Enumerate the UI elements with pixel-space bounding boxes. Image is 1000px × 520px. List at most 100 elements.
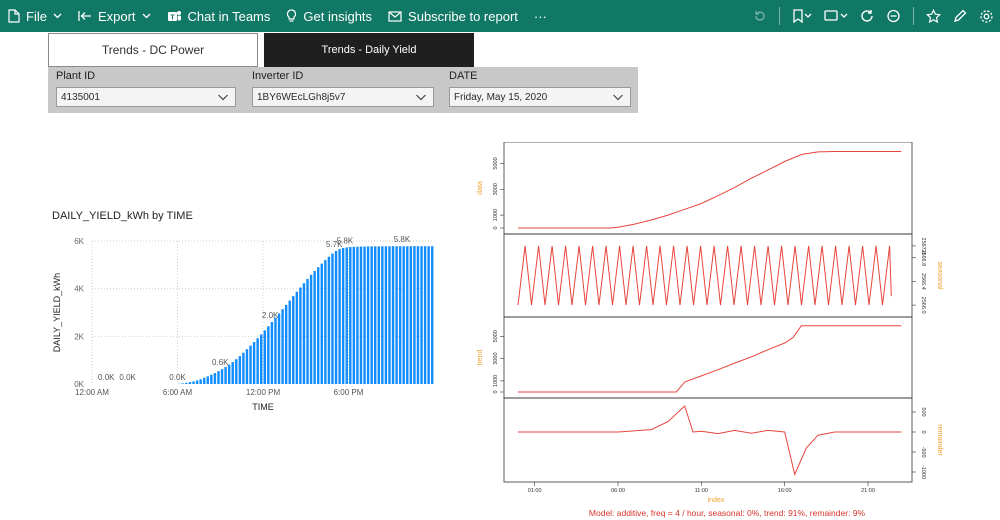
y-tick-label: 3000 <box>493 183 499 195</box>
bar[interactable] <box>220 369 224 384</box>
bar[interactable] <box>299 287 302 384</box>
x-tick-label: 11:00 <box>695 488 708 494</box>
bar[interactable] <box>252 342 256 384</box>
bar[interactable] <box>284 304 288 384</box>
bar[interactable] <box>213 373 217 384</box>
bar[interactable] <box>306 278 309 384</box>
bar[interactable] <box>206 376 209 384</box>
bar[interactable] <box>270 322 274 384</box>
bar[interactable] <box>381 246 384 384</box>
bar[interactable] <box>345 247 348 384</box>
bar[interactable] <box>210 374 213 384</box>
bar[interactable] <box>277 313 281 384</box>
bar[interactable] <box>363 246 366 384</box>
reset-icon[interactable] <box>747 0 773 32</box>
bar[interactable] <box>324 260 327 384</box>
data-label: 0.6K <box>212 358 229 367</box>
star-icon[interactable] <box>920 0 947 32</box>
bar[interactable] <box>331 253 334 384</box>
bar[interactable] <box>388 246 391 384</box>
bar[interactable] <box>352 246 356 384</box>
bar[interactable] <box>302 283 306 384</box>
bar[interactable] <box>231 362 234 384</box>
comment-icon[interactable] <box>880 0 907 32</box>
y-tick-label: 1000 <box>493 209 499 221</box>
bar[interactable] <box>406 246 409 384</box>
bar[interactable] <box>281 309 284 384</box>
bar[interactable] <box>242 352 245 384</box>
bar[interactable] <box>309 274 313 384</box>
edit-icon[interactable] <box>947 0 973 32</box>
bar[interactable] <box>370 246 373 384</box>
bar[interactable] <box>256 338 259 384</box>
bar[interactable] <box>395 246 398 384</box>
bar[interactable] <box>245 349 249 384</box>
bar[interactable] <box>224 367 227 384</box>
bar[interactable] <box>341 247 345 384</box>
bar[interactable] <box>423 246 427 384</box>
bar[interactable] <box>195 380 199 384</box>
tab-trends-dc-power[interactable]: Trends - DC Power <box>48 33 258 67</box>
bar[interactable] <box>374 246 377 384</box>
settings-icon[interactable] <box>973 0 1000 32</box>
export-label: Export <box>97 8 136 24</box>
more-options-button[interactable]: ··· <box>526 0 555 32</box>
plant-id-dropdown[interactable]: 4135001 <box>56 87 236 107</box>
bar[interactable] <box>327 256 331 384</box>
tab-trends-daily-yield[interactable]: Trends - Daily Yield <box>264 33 474 67</box>
bar[interactable] <box>235 359 238 384</box>
bar[interactable] <box>249 345 252 384</box>
daily-yield-bar-chart[interactable]: 0K 2K 4K 6K 12:00 AM 6:00 AM 12:00 PM 6:00 PM TI… <box>40 226 450 416</box>
bar[interactable] <box>334 251 338 384</box>
x-tick-label: 6:00 AM <box>163 388 193 397</box>
bar[interactable] <box>274 317 277 384</box>
bar[interactable] <box>356 246 359 384</box>
bar[interactable] <box>398 246 402 384</box>
bar[interactable] <box>260 334 263 384</box>
bar[interactable] <box>359 246 363 384</box>
subscribe-label: Subscribe to report <box>408 8 518 24</box>
bar[interactable] <box>377 246 380 384</box>
date-label: DATE <box>449 70 478 82</box>
bar[interactable] <box>192 381 195 384</box>
bar[interactable] <box>338 249 341 384</box>
bar[interactable] <box>288 300 291 384</box>
bar[interactable] <box>217 371 220 384</box>
bar[interactable] <box>431 246 434 384</box>
bar[interactable] <box>391 246 395 384</box>
export-menu[interactable]: Export <box>70 0 159 32</box>
view-icon[interactable] <box>818 0 854 32</box>
date-dropdown[interactable]: Friday, May 15, 2020 <box>449 87 631 107</box>
bar[interactable] <box>320 263 323 384</box>
get-insights-button[interactable]: Get insights <box>278 0 380 32</box>
bar[interactable] <box>181 383 185 384</box>
bar[interactable] <box>402 246 405 384</box>
bar[interactable] <box>292 296 295 384</box>
bar[interactable] <box>238 356 242 384</box>
bar[interactable] <box>413 246 416 384</box>
subscribe-button[interactable]: Subscribe to report <box>380 0 526 32</box>
bar[interactable] <box>188 382 192 384</box>
inverter-id-dropdown[interactable]: 1BY6WEcLGh8j5v7 <box>252 87 434 107</box>
bar[interactable] <box>416 246 420 384</box>
bar[interactable] <box>420 246 423 384</box>
bar[interactable] <box>349 247 352 384</box>
bar[interactable] <box>199 379 202 384</box>
file-menu[interactable]: File <box>0 0 70 32</box>
refresh-icon[interactable] <box>854 0 880 32</box>
bar[interactable] <box>267 326 270 384</box>
chat-in-teams-button[interactable]: T Chat in Teams <box>159 0 279 32</box>
bar[interactable] <box>427 246 430 384</box>
bar[interactable] <box>227 364 231 384</box>
bar[interactable] <box>366 246 370 384</box>
bar[interactable] <box>313 271 316 384</box>
bar[interactable] <box>384 246 388 384</box>
bar[interactable] <box>203 377 206 384</box>
bookmark-icon[interactable] <box>786 0 818 32</box>
bar[interactable] <box>409 246 413 384</box>
x-axis-title: index <box>708 497 725 504</box>
bar[interactable] <box>317 267 320 384</box>
bar[interactable] <box>263 330 266 384</box>
bar[interactable] <box>295 291 299 384</box>
bar[interactable] <box>185 382 188 384</box>
